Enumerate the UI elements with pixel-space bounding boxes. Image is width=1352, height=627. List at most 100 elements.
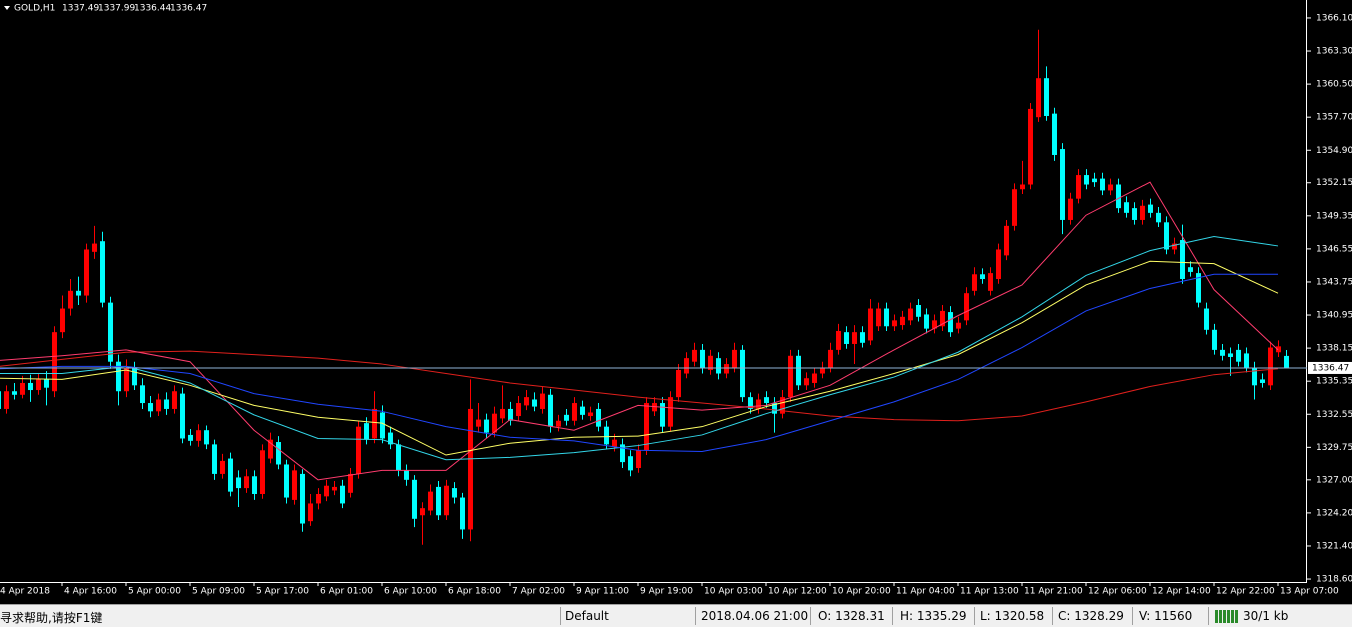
x-tick-label: 12 Apr 14:00: [1152, 587, 1211, 597]
bar-high: H: 1335.29: [900, 609, 967, 623]
candle-body: [724, 364, 729, 374]
y-tick-label: 1318.60: [1316, 575, 1352, 585]
separator: [810, 607, 811, 625]
header-close: 1336.47: [170, 4, 207, 14]
candle-body: [164, 399, 169, 409]
separator: [974, 607, 975, 625]
candle-body: [924, 314, 929, 329]
candle-body: [452, 488, 457, 498]
candle-body: [1244, 353, 1249, 368]
current-price-label: 1336.47: [1312, 363, 1349, 373]
bar-low: L: 1320.58: [980, 609, 1045, 623]
candle-body: [236, 477, 241, 489]
candle-body: [1204, 308, 1209, 330]
y-tick-label: 1332.55: [1316, 410, 1352, 420]
candle-body: [1028, 108, 1033, 185]
candle-body: [92, 243, 97, 252]
x-tick-label: 9 Apr 11:00: [576, 587, 629, 597]
candle-body: [956, 322, 961, 329]
candle-body: [1260, 379, 1265, 383]
candle-body: [596, 408, 601, 427]
candle-body: [836, 330, 841, 350]
x-tick-label: 6 Apr 18:00: [448, 587, 501, 597]
candle-body: [332, 486, 337, 491]
candle-body: [252, 476, 257, 494]
y-tick-label: 1346.55: [1316, 244, 1352, 254]
moving-average: [0, 260, 1279, 456]
candle-body: [644, 403, 649, 451]
candle-body: [1252, 367, 1257, 386]
header-low: 1336.44: [134, 4, 171, 14]
candle-body: [636, 450, 641, 469]
y-tick-label: 1349.35: [1316, 211, 1352, 221]
candle-body: [668, 397, 673, 427]
candle-body: [20, 382, 25, 395]
y-tick-label: 1329.75: [1316, 443, 1352, 453]
candle-body: [1156, 212, 1161, 223]
x-tick-label: 4 Apr 16:00: [64, 587, 117, 597]
candle-body: [108, 302, 113, 362]
menu-arrow[interactable]: [4, 6, 10, 10]
candle-body: [1036, 78, 1041, 118]
help-text: 寻求帮助,请按F1键: [0, 611, 103, 625]
x-tick-label: 7 Apr 02:00: [512, 587, 565, 597]
candle-body: [964, 293, 969, 321]
candle-body: [884, 308, 889, 327]
candle-body: [612, 439, 617, 447]
x-tick-label: 9 Apr 19:00: [640, 587, 693, 597]
candle-body: [372, 408, 377, 439]
bar-volume: V: 11560: [1139, 609, 1193, 623]
candle-body: [428, 491, 433, 511]
candle-body: [356, 426, 361, 474]
x-tick-label: 10 Apr 03:00: [704, 587, 763, 597]
candle-body: [1228, 353, 1233, 357]
candle-body: [220, 460, 225, 474]
candle-body: [788, 355, 793, 398]
y-tick-label: 1324.20: [1316, 508, 1352, 518]
y-tick-label: 1363.30: [1316, 47, 1352, 57]
x-tick-label: 11 Apr 04:00: [896, 587, 955, 597]
candle-body: [476, 419, 481, 427]
candle-body: [732, 349, 737, 368]
candle-body: [1052, 113, 1057, 155]
candle-body: [572, 403, 577, 421]
candle-body: [948, 312, 953, 333]
candle-body: [1268, 347, 1273, 386]
candle-body: [1100, 178, 1105, 191]
x-tick-label: 11 Apr 21:00: [1024, 587, 1083, 597]
candle-body: [1196, 273, 1201, 303]
header-high: 1337.99: [98, 4, 135, 14]
candle-body: [276, 442, 281, 465]
candle-body: [500, 408, 505, 419]
candle-body: [740, 349, 745, 398]
candle-body: [1108, 184, 1113, 191]
candle-body: [1140, 205, 1145, 220]
candle-body: [172, 391, 177, 409]
candle-body: [700, 349, 705, 368]
candle-body: [28, 382, 33, 391]
candle-body: [116, 361, 121, 392]
candle-body: [1236, 349, 1241, 362]
y-tick-label: 1321.40: [1316, 541, 1352, 551]
x-tick-label: 10 Apr 20:00: [832, 587, 891, 597]
bar-open: O: 1328.31: [818, 609, 885, 623]
x-tick-label: 13 Apr 07:00: [1280, 587, 1339, 597]
candle-body: [580, 406, 585, 415]
profile[interactable]: Default: [565, 609, 609, 623]
candle-body: [628, 456, 633, 471]
candle-body: [1220, 349, 1225, 356]
candle-body: [556, 420, 561, 427]
candle-body: [324, 485, 329, 497]
candle-body: [124, 367, 129, 392]
chart-title: GOLD,H1: [14, 4, 55, 14]
candle-body: [708, 355, 713, 370]
candle-body: [156, 399, 161, 412]
candle-body: [676, 369, 681, 398]
candle-body: [524, 397, 529, 406]
candle-body: [292, 470, 297, 500]
candle-body: [460, 497, 465, 530]
candle-body: [1020, 184, 1025, 190]
candle-body: [140, 385, 145, 404]
moving-average: [0, 235, 1279, 461]
